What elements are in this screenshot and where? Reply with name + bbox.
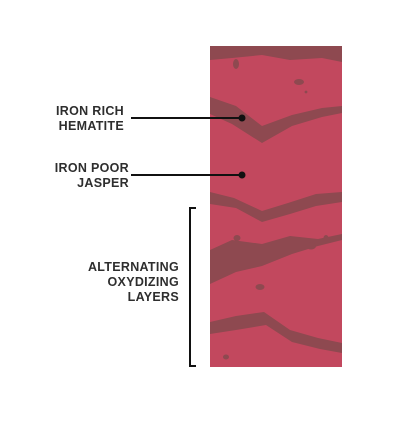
layers-bracket bbox=[189, 207, 196, 367]
speck bbox=[233, 235, 241, 241]
hematite-band-4 bbox=[210, 312, 342, 353]
label-line: OXYDIZING bbox=[107, 275, 179, 289]
speck bbox=[233, 59, 239, 69]
label-line: JASPER bbox=[77, 176, 129, 190]
label-line: LAYERS bbox=[127, 290, 179, 304]
label-line: HEMATITE bbox=[58, 119, 124, 133]
speck bbox=[255, 284, 265, 290]
label-line: IRON POOR bbox=[54, 161, 129, 175]
speck bbox=[306, 242, 316, 250]
iron-poor-jasper-label: IRON POOR JASPER bbox=[55, 161, 129, 191]
hematite-band-2 bbox=[210, 192, 342, 222]
speck bbox=[304, 90, 308, 94]
hematite-leader-dot bbox=[238, 114, 246, 122]
speck bbox=[323, 235, 329, 241]
jasper-leader-dot bbox=[238, 171, 246, 179]
speck bbox=[223, 354, 229, 360]
label-line: IRON RICH bbox=[56, 104, 124, 118]
label-line: ALTERNATING bbox=[87, 260, 179, 274]
speck bbox=[294, 79, 304, 85]
alternating-layers-label: ALTERNATING OXYDIZING LAYERS bbox=[88, 260, 179, 305]
hematite-band-1 bbox=[210, 97, 342, 143]
iron-rich-hematite-label: IRON RICH HEMATITE bbox=[56, 104, 124, 134]
hematite-band-top bbox=[210, 46, 342, 62]
